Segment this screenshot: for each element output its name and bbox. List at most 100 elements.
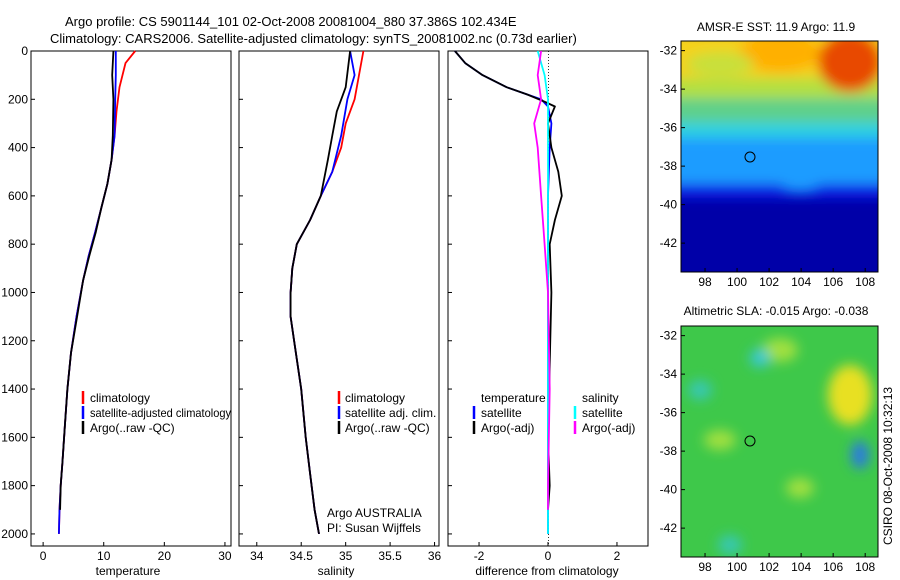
sst-ytick-label: -32 xyxy=(660,44,678,58)
sla-ytick-label: -32 xyxy=(660,329,678,343)
sla-map-frame xyxy=(680,325,879,558)
difference-xtick-label: 0 xyxy=(545,549,552,563)
sst-xtick-label: 104 xyxy=(791,275,811,289)
sst-xtick-label: 108 xyxy=(855,275,875,289)
sst-eddy xyxy=(778,170,822,190)
salinity-xtick-label: 34 xyxy=(250,549,264,563)
sla-high-anomaly xyxy=(828,365,872,425)
sla-low-eddy xyxy=(750,349,770,367)
temperature-ytick-label: 1400 xyxy=(1,382,28,396)
sla-map-title: Altimetric SLA: -0.015 Argo: -0.038 xyxy=(684,304,869,318)
sla-low-eddy-3 xyxy=(688,380,712,400)
sla-low-eddy-4 xyxy=(718,535,742,555)
legend-label-argo: Argo(..raw -QC) xyxy=(90,421,175,435)
temperature-ytick-label: 200 xyxy=(8,92,28,106)
difference-series-salinity-argo-adj- xyxy=(533,50,551,510)
temperature-ytick-label: 1000 xyxy=(1,285,28,299)
legend-label-sal-argo: Argo(-adj) xyxy=(582,421,635,435)
sst-ytick-label: -34 xyxy=(660,82,678,96)
sst-heatmap xyxy=(681,41,878,272)
difference-profile-panel: -2 0 2 difference from climatology tempera… xyxy=(447,50,649,578)
difference-xtick-label: -2 xyxy=(474,549,485,563)
temperature-ytick-label: 2000 xyxy=(1,527,28,541)
temperature-legend: climatology satellite-adjusted climatolo… xyxy=(81,391,231,435)
temperature-xtick-label: 30 xyxy=(218,549,232,563)
temperature-lines xyxy=(58,50,136,534)
sst-ytick-label: -38 xyxy=(660,159,678,173)
sst-argo-location-marker xyxy=(744,151,756,163)
salinity-xtick-label: 36 xyxy=(428,549,442,563)
temperature-xtick-label: 0 xyxy=(40,549,47,563)
sla-xtick-label: 100 xyxy=(727,560,747,574)
sla-xtick-label: 106 xyxy=(823,560,843,574)
sla-xtick-label: 104 xyxy=(791,560,811,574)
legend-label-climatology: climatology xyxy=(90,391,150,405)
sla-low-eddy-2 xyxy=(851,441,869,469)
sla-mid-anomaly-2 xyxy=(786,478,814,498)
side-timestamp-label: CSIRO 08-Oct-2008 10:32:13 xyxy=(881,387,895,545)
difference-xlabel: difference from climatology xyxy=(475,564,618,578)
sst-ytick-label: -40 xyxy=(660,198,678,212)
legend-title-salinity: salinity xyxy=(582,391,619,405)
temperature-profile-panel: 0 10 20 30 0 200 400 600 800 1000 1200 1400 1600 1800… xyxy=(1,44,232,578)
salinity-xtick-label: 34.5 xyxy=(290,549,314,563)
sla-xtick-label: 108 xyxy=(855,560,875,574)
credit-line2: PI: Susan Wijffels xyxy=(327,521,421,535)
temperature-ytick-label: 800 xyxy=(8,237,28,251)
temperature-xtick-label: 20 xyxy=(158,549,172,563)
temperature-ytick-label: 400 xyxy=(8,141,28,155)
sla-argo-location-marker xyxy=(744,435,756,447)
difference-ticks: -2 0 2 xyxy=(448,50,621,563)
sst-warm-patch xyxy=(740,41,820,72)
sla-heatmap xyxy=(681,326,878,557)
temperature-axes-box xyxy=(30,50,232,547)
sst-band-deep-blue xyxy=(681,180,878,198)
legend-title-temperature: temperature xyxy=(481,391,546,405)
sst-band-cyan xyxy=(681,118,878,138)
sla-xtick-label: 102 xyxy=(759,560,779,574)
salinity-profile-panel: 34 34.5 35 35.5 36 salinity climatology sate… xyxy=(238,50,442,578)
sst-xtick-label: 98 xyxy=(698,275,712,289)
sst-map-panel: AMSR-E SST: 11.9 Argo: 11.9 98 100 102 104 1… xyxy=(660,20,879,289)
temperature-ticks: 0 10 20 30 0 200 400 600 800 1000 1200 1400 1600 1800… xyxy=(1,44,232,563)
legend-label-satellite: satellite adj. clim. xyxy=(345,406,436,420)
temperature-series-argo-raw-qc- xyxy=(59,50,115,510)
sst-band-green xyxy=(681,96,878,122)
sst-ytick-label: -36 xyxy=(660,121,678,135)
temperature-ytick-label: 1800 xyxy=(1,479,28,493)
difference-xtick-label: 2 xyxy=(614,549,621,563)
difference-legend: temperature satellite Argo(-adj) salinit… xyxy=(472,391,635,435)
temperature-ytick-label: 600 xyxy=(8,189,28,203)
sst-map-frame xyxy=(680,40,879,273)
sst-ytick-label: -42 xyxy=(660,236,678,250)
sla-ytick-label: -34 xyxy=(660,367,678,381)
sst-xtick-label: 100 xyxy=(727,275,747,289)
sla-xtick-label: 98 xyxy=(698,560,712,574)
salinity-xlabel: salinity xyxy=(318,564,355,578)
legend-label-temp-satellite: satellite xyxy=(481,406,522,420)
salinity-xtick-label: 35 xyxy=(339,549,353,563)
sst-hot-patch xyxy=(818,41,878,92)
salinity-legend: climatology satellite adj. clim. Argo(..… xyxy=(337,391,436,435)
legend-label-argo: Argo(..raw -QC) xyxy=(345,421,430,435)
difference-lines xyxy=(454,50,563,534)
sla-ytick-label: -36 xyxy=(660,406,678,420)
sla-mid-anomaly-3 xyxy=(704,430,736,450)
legend-label-temp-argo: Argo(-adj) xyxy=(481,421,534,435)
sst-xtick-label: 102 xyxy=(759,275,779,289)
sst-map-ticks: 98 100 102 104 106 108 -32 -34 -36 -38 -40 -42 xyxy=(660,44,876,289)
salinity-series-argo-raw-qc- xyxy=(289,50,351,535)
salinity-lines xyxy=(289,50,365,535)
sst-map-title: AMSR-E SST: 11.9 Argo: 11.9 xyxy=(697,20,856,34)
salinity-axes-box xyxy=(238,50,440,547)
sla-mid-anomaly xyxy=(762,338,798,362)
sla-ytick-label: -42 xyxy=(660,521,678,535)
salinity-xtick-label: 35.5 xyxy=(378,549,402,563)
sla-ytick-label: -40 xyxy=(660,483,678,497)
salinity-ticks: 34 34.5 35 35.5 36 xyxy=(239,50,442,563)
sst-green-patch xyxy=(686,52,754,76)
legend-label-climatology: climatology xyxy=(345,391,405,405)
temperature-xtick-label: 10 xyxy=(97,549,111,563)
sla-map-panel: Altimetric SLA: -0.015 Argo: -0.038 98 10… xyxy=(660,304,879,574)
temperature-ytick-label: 1600 xyxy=(1,430,28,444)
